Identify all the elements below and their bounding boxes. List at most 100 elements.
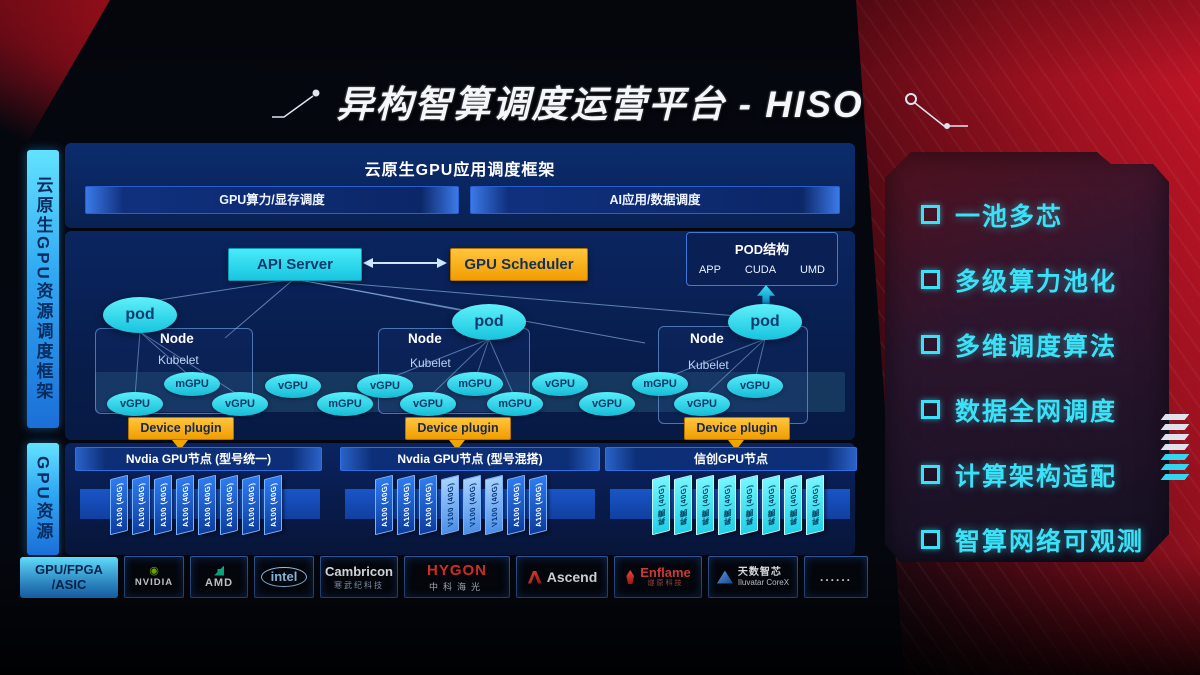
- title-deco-right-icon: [905, 93, 968, 129]
- pod-ellipse-1: pod: [103, 297, 177, 333]
- gpu-card: A100 (40G): [375, 474, 393, 536]
- gpu-card-label: 昇腾 (40G): [656, 483, 666, 527]
- gpu-node-header-3: 信创GPU节点: [605, 447, 857, 471]
- pod-structure-item-umd: UMD: [799, 264, 826, 276]
- feature-item: 一池多芯: [921, 202, 1169, 227]
- cambricon-label: Cambricon: [325, 563, 393, 579]
- gpu-card-group-2: A100 (40G) A100 (40G) A100 (40G) V100 (40G)…: [375, 474, 547, 536]
- gpu-card: 昇腾 (40G): [740, 474, 758, 536]
- gpu-instance-ellipse: vGPU: [357, 374, 413, 398]
- enflame-logo-icon: [626, 570, 635, 584]
- gpu-card: A100 (40G): [529, 474, 547, 536]
- feature-label: 多级算力池化: [955, 267, 1118, 296]
- gpu-card-label: A100 (40G): [158, 481, 168, 529]
- kubelet-label-3: Kubelet: [688, 358, 729, 372]
- feature-list: 一池多芯 多级算力池化 多维调度算法 数据全网调度 计算架构适配 智算网络可观测: [885, 152, 1169, 552]
- gpu-card: A100 (40G): [132, 474, 150, 536]
- gpu-card: A100 (40G): [198, 474, 216, 536]
- feature-panel: 一池多芯 多级算力池化 多维调度算法 数据全网调度 计算架构适配 智算网络可观测: [885, 152, 1169, 562]
- gpu-card: A100 (40G): [397, 474, 415, 536]
- feature-item: 多级算力池化: [921, 267, 1169, 292]
- kubelet-label-2: Kubelet: [410, 356, 451, 370]
- vendor-cambricon: Cambricon 寒武纪科技: [320, 556, 398, 598]
- gpu-card: 昇腾 (40G): [784, 474, 802, 536]
- gpu-card-label: A100 (40G): [180, 481, 190, 529]
- node-label-3: Node: [690, 331, 724, 346]
- feature-item: 计算架构适配: [921, 462, 1169, 487]
- sidebar-gpu-label: GPU资源: [27, 443, 59, 555]
- hygon-sub-label: 中科海光: [428, 581, 485, 592]
- gpu-compute-scheduling-bar: GPU算力/显存调度: [85, 186, 459, 214]
- feature-item: 多维调度算法: [921, 332, 1169, 357]
- gpu-card: V100 (40G): [463, 474, 481, 536]
- pod-ellipse-2: pod: [452, 304, 526, 340]
- ascend-logo-icon: [527, 570, 542, 584]
- gpu-card-label: A100 (40G): [136, 481, 146, 529]
- square-bullet-icon: [921, 530, 940, 549]
- gpu-node-header-1: Nvdia GPU节点 (型号统一): [75, 447, 322, 471]
- gpu-instance-ellipse: vGPU: [212, 392, 268, 416]
- gpu-card: A100 (40G): [264, 474, 282, 536]
- square-bullet-icon: [921, 205, 940, 224]
- ascend-label: Ascend: [546, 569, 598, 585]
- enflame-sub-label: 燧原科技: [647, 580, 684, 588]
- feature-item: 数据全网调度: [921, 397, 1169, 422]
- square-bullet-icon: [921, 270, 940, 289]
- gpu-instance-ellipse: mGPU: [447, 372, 503, 396]
- device-plugin-2: Device plugin: [405, 417, 511, 440]
- gpu-card: A100 (40G): [220, 474, 238, 536]
- node-label-1: Node: [160, 331, 194, 346]
- app-scheduling-panel: 云原生GPU应用调度框架 GPU算力/显存调度 AI应用/数据调度: [65, 143, 855, 228]
- api-server-box: API Server: [228, 248, 362, 281]
- iluvatar-logo-icon: [716, 570, 733, 584]
- gpu-instance-ellipse: vGPU: [674, 392, 730, 416]
- gpu-instance-ellipse: mGPU: [487, 392, 543, 416]
- vendor-enflame: Enflame 燧原科技: [614, 556, 702, 598]
- gpu-card: 昇腾 (40G): [674, 474, 692, 536]
- vendor-iluvatar: 天数智芯 Iluvatar CoreX: [708, 556, 798, 598]
- gpu-card: V100 (40G): [441, 474, 459, 536]
- gpu-card: A100 (40G): [154, 474, 172, 536]
- gpu-card: 昇腾 (40G): [652, 474, 670, 536]
- vendor-nvidia: ◉ NVIDIA: [124, 556, 184, 598]
- gpu-card: A100 (40G): [110, 474, 128, 536]
- kubelet-label-1: Kubelet: [158, 353, 199, 367]
- nvidia-logo-icon: ◉: [149, 565, 159, 577]
- hygon-label: HYGON: [426, 561, 487, 579]
- accelerator-line1: GPU/FPGA: [35, 561, 103, 577]
- gpu-card: 昇腾 (40G): [762, 474, 780, 536]
- app-framework-title: 云原生GPU应用调度框架: [364, 162, 556, 179]
- gpu-card-label: V100 (40G): [467, 481, 477, 529]
- gpu-card-label: A100 (40G): [268, 481, 278, 529]
- gpu-card-label: A100 (40G): [202, 481, 212, 529]
- title-deco-left-icon: [272, 89, 320, 118]
- gpu-card-group-1: A100 (40G) A100 (40G) A100 (40G) A100 (40G)…: [110, 474, 282, 536]
- accelerator-types-label: GPU/FPGA /ASIC: [20, 557, 118, 598]
- pod-structure-item-cuda: CUDA: [744, 264, 777, 276]
- enflame-label: Enflame: [640, 565, 691, 580]
- cambricon-sub-label: 寒武纪科技: [334, 580, 384, 590]
- iluvatar-sub-label: Iluvatar CoreX: [737, 578, 790, 588]
- accelerator-line2: /ASIC: [51, 576, 87, 592]
- gpu-card-label: 昇腾 (40G): [678, 483, 688, 527]
- ai-data-scheduling-bar: AI应用/数据调度: [470, 186, 840, 214]
- gpu-card-label: 昇腾 (40G): [700, 483, 710, 527]
- gpu-card-label: V100 (40G): [445, 481, 455, 529]
- vendor-more: ......: [804, 556, 868, 598]
- gpu-card-label: A100 (40G): [401, 481, 411, 529]
- gpu-instance-ellipse: vGPU: [107, 392, 163, 416]
- vendor-logo-row: ◉ NVIDIA AMD intel Cambricon 寒武纪科技 HYGON…: [124, 556, 868, 598]
- pod-ellipse-3: pod: [728, 304, 802, 340]
- gpu-card-label: 昇腾 (40G): [744, 483, 754, 527]
- feature-label: 智算网络可观测: [955, 527, 1145, 556]
- vendor-intel: intel: [254, 556, 314, 598]
- gpu-card: A100 (40G): [419, 474, 437, 536]
- gpu-instance-ellipse: mGPU: [317, 392, 373, 416]
- vendor-hygon: HYGON 中科海光: [404, 556, 510, 598]
- vendor-more-label: ......: [819, 570, 852, 584]
- feature-item: 智算网络可观测: [921, 527, 1169, 552]
- amd-logo-icon: [214, 565, 224, 576]
- gpu-card-label: A100 (40G): [379, 481, 389, 529]
- pod-structure-box: POD结构 APP CUDA UMD: [686, 232, 838, 286]
